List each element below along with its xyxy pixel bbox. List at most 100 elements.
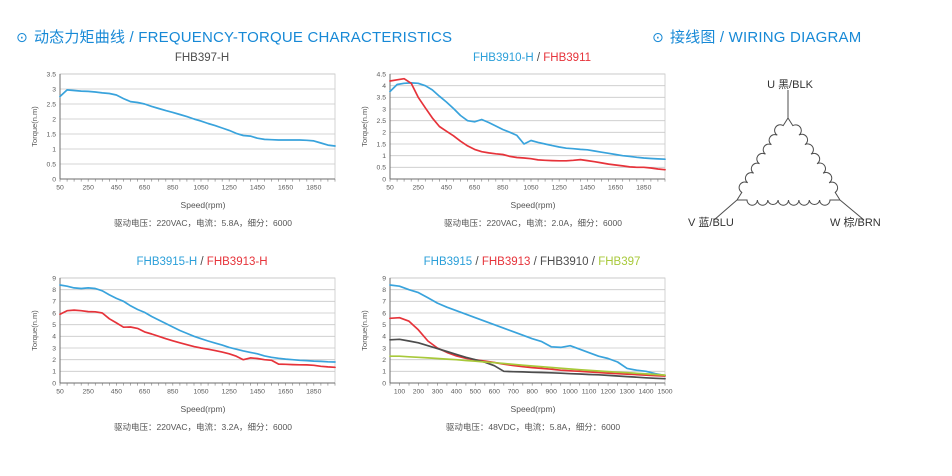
- svg-text:2: 2: [52, 116, 56, 123]
- wiring-diagram: U 黑/BLK V 蓝/BLU W 棕/BRN: [688, 62, 938, 247]
- svg-text:5: 5: [52, 322, 56, 329]
- svg-text:Torque(n.m): Torque(n.m): [360, 106, 369, 147]
- series-line-FHB3910: [389, 338, 666, 380]
- svg-text:4: 4: [382, 83, 386, 90]
- series-name-label: FHB3910-H: [472, 52, 534, 64]
- series-name-label: FHB397: [598, 256, 641, 268]
- section-title-text: 动态力矩曲线 / FREQUENCY-TORQUE CHARACTERISTIC…: [33, 29, 453, 46]
- svg-text:600: 600: [489, 389, 501, 396]
- svg-text:1050: 1050: [523, 185, 538, 192]
- series-name-label: FHB3915-H: [136, 256, 198, 268]
- section-title-text: 接线图 / WIRING DIAGRAM: [669, 29, 862, 46]
- svg-text:7: 7: [52, 299, 56, 306]
- svg-text:Torque(n.m): Torque(n.m): [30, 310, 39, 351]
- series-line-FHB3910-H: [389, 82, 666, 161]
- series-line-FHB397: [389, 355, 666, 376]
- terminal-label-u: U 黑/BLK: [767, 79, 813, 91]
- svg-text:1.5: 1.5: [377, 141, 387, 148]
- svg-text:50: 50: [386, 185, 394, 192]
- drive-spec-caption: 驱动电压：48VDC，电流：5.8A，细分：6000: [445, 422, 621, 432]
- chart-title: FHB3915 / FHB3913 / FHB3910 / FHB397: [358, 256, 680, 272]
- svg-text:6: 6: [52, 310, 56, 317]
- svg-text:100: 100: [394, 389, 406, 396]
- drive-spec-caption: 驱动电压：220VAC，电流：5.8A，细分：6000: [114, 218, 292, 228]
- svg-text:3: 3: [382, 345, 386, 352]
- svg-text:2.5: 2.5: [377, 118, 387, 125]
- svg-text:1300: 1300: [620, 389, 635, 396]
- svg-text:1.5: 1.5: [47, 131, 57, 138]
- drive-spec-caption: 驱动电压：220VAC，电流：2.0A，细分：6000: [444, 218, 622, 228]
- svg-text:400: 400: [451, 389, 463, 396]
- svg-text:1: 1: [382, 153, 386, 160]
- svg-text:650: 650: [469, 185, 481, 192]
- svg-text:250: 250: [83, 389, 95, 396]
- x-axis-title: Speed(rpm): [180, 404, 226, 414]
- svg-text:3.5: 3.5: [377, 95, 387, 102]
- svg-text:450: 450: [441, 185, 453, 192]
- svg-text:1: 1: [52, 146, 56, 153]
- svg-text:1850: 1850: [306, 185, 321, 192]
- svg-text:450: 450: [111, 185, 123, 192]
- svg-text:1650: 1650: [278, 185, 293, 192]
- svg-text:0: 0: [52, 176, 56, 183]
- series-line-FHB3913-H: [59, 309, 336, 369]
- svg-text:450: 450: [111, 389, 123, 396]
- x-axis-title: Speed(rpm): [510, 200, 556, 210]
- svg-text:800: 800: [527, 389, 539, 396]
- svg-text:1: 1: [382, 369, 386, 376]
- svg-text:2.5: 2.5: [47, 101, 57, 108]
- svg-text:4.5: 4.5: [377, 71, 387, 78]
- series-name-label: FHB397-H: [174, 52, 230, 64]
- svg-text:4: 4: [382, 334, 386, 341]
- svg-text:1650: 1650: [608, 185, 623, 192]
- series-line-FHB3913: [389, 316, 666, 377]
- svg-text:2: 2: [382, 357, 386, 364]
- chart-canvas: 0 0.5 1 1.5 2 2.5 3 3.5 4 4.5 50 250 450 650 850 1050 12…: [360, 71, 666, 192]
- svg-text:3.5: 3.5: [47, 71, 57, 78]
- bullet-icon: ⊙: [652, 29, 664, 45]
- svg-text:250: 250: [413, 185, 425, 192]
- svg-text:1250: 1250: [222, 389, 237, 396]
- svg-text:50: 50: [56, 389, 64, 396]
- svg-text:1050: 1050: [193, 389, 208, 396]
- x-axis-title: Speed(rpm): [180, 200, 226, 210]
- svg-text:2: 2: [52, 357, 56, 364]
- svg-text:850: 850: [167, 185, 179, 192]
- svg-text:200: 200: [413, 389, 425, 396]
- svg-text:1400: 1400: [638, 389, 653, 396]
- svg-text:300: 300: [432, 389, 444, 396]
- svg-text:Torque(n.m): Torque(n.m): [30, 106, 39, 147]
- chart-canvas: 0 1 2 3 4 5 6 7 8 9 100 200 300 400 500 600 700 800 900 100…: [360, 275, 673, 396]
- svg-text:850: 850: [167, 389, 179, 396]
- svg-text:1200: 1200: [601, 389, 616, 396]
- section-title-wiring: ⊙ 接线图 / WIRING DIAGRAM: [652, 26, 861, 47]
- svg-text:0: 0: [52, 380, 56, 387]
- svg-text:1850: 1850: [636, 185, 651, 192]
- delta-winding-graphic: [713, 90, 865, 221]
- svg-text:9: 9: [382, 275, 386, 282]
- svg-text:500: 500: [470, 389, 482, 396]
- svg-text:1450: 1450: [580, 185, 595, 192]
- svg-text:9: 9: [52, 275, 56, 282]
- title-separator: /: [472, 256, 482, 268]
- terminal-label-v: V 蓝/BLU: [688, 217, 734, 229]
- svg-text:Torque(n.m): Torque(n.m): [360, 310, 369, 351]
- svg-text:3: 3: [52, 345, 56, 352]
- title-separator: /: [530, 256, 540, 268]
- svg-text:4: 4: [52, 334, 56, 341]
- svg-text:250: 250: [83, 185, 95, 192]
- svg-text:50: 50: [56, 185, 64, 192]
- series-line-FHB397-H: [59, 89, 336, 147]
- chart-panel-3: FHB3915-H / FHB3913-H 0 1 2 3 4 5 6 7 8 9 50 250 450…: [28, 256, 350, 433]
- chart-title: FHB3910-H / FHB3911: [358, 52, 680, 68]
- chart-title: FHB397-H: [28, 52, 350, 68]
- svg-text:1450: 1450: [250, 389, 265, 396]
- svg-text:7: 7: [382, 299, 386, 306]
- drive-spec-caption: 驱动电压：220VAC，电流：3.2A，细分：6000: [114, 422, 292, 432]
- bullet-icon: ⊙: [16, 29, 28, 45]
- series-name-label: FHB3913: [481, 256, 531, 268]
- svg-text:700: 700: [508, 389, 520, 396]
- svg-text:850: 850: [497, 185, 509, 192]
- terminal-label-w: W 棕/BRN: [830, 217, 881, 229]
